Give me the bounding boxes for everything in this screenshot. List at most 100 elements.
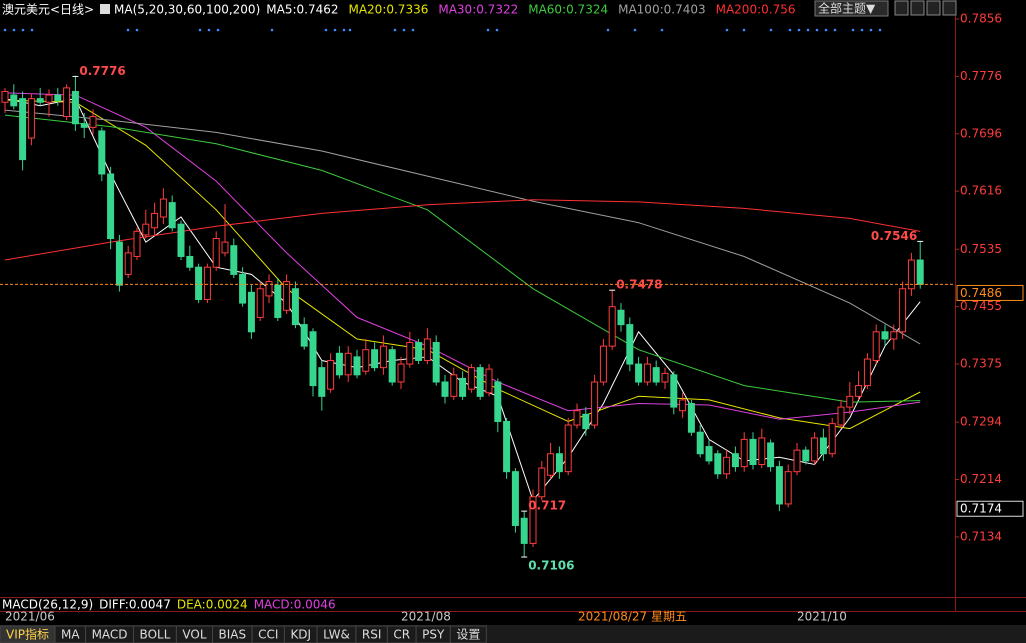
tab-label[interactable]: LW&	[323, 628, 350, 642]
event-dot	[851, 28, 855, 32]
tab-label[interactable]: CR	[393, 628, 410, 642]
candle-body	[36, 98, 44, 103]
event-dot	[198, 28, 202, 32]
candle-body	[265, 281, 273, 297]
candle-body	[415, 342, 423, 361]
event-dot	[402, 28, 406, 32]
tab-label[interactable]: PSY	[422, 628, 445, 642]
ma-line	[4, 114, 921, 403]
legend-item: MA20:0.7336	[348, 3, 428, 17]
tab-label[interactable]: BOLL	[140, 628, 171, 642]
candle-body	[555, 453, 563, 473]
candle-body	[467, 367, 475, 390]
candle-body	[626, 324, 634, 365]
candle-body	[19, 98, 27, 161]
candle-body	[811, 437, 819, 462]
candle-body	[582, 413, 590, 430]
y-tick-label: 0.7214	[960, 472, 1002, 486]
y-tick-label: 0.7455	[960, 299, 1002, 313]
icon-button[interactable]	[894, 0, 909, 16]
candle-body	[441, 381, 449, 397]
candle-body	[186, 255, 194, 268]
marker-price-box	[956, 500, 1024, 517]
candle-body	[731, 453, 739, 468]
candle-body	[511, 471, 519, 526]
candle-body	[767, 442, 775, 468]
event-dot	[30, 28, 34, 32]
candle-body	[784, 471, 792, 505]
candle-body	[819, 437, 827, 455]
candle-body	[705, 446, 713, 462]
event-dot	[824, 28, 828, 32]
candle-body	[714, 453, 722, 475]
candle-body	[379, 345, 387, 369]
candle-body	[749, 438, 757, 465]
tab-label[interactable]: VIP指标	[6, 627, 49, 642]
x-tick-label: 2021/08	[401, 610, 451, 624]
candle-body	[503, 420, 511, 473]
tab-label[interactable]: 设置	[456, 628, 480, 642]
last-price-label: 0.7486	[960, 286, 1002, 300]
x-tick-label: 2021/06	[5, 610, 55, 624]
tab-label[interactable]: VOL	[182, 628, 206, 642]
event-dot	[126, 28, 130, 32]
candle-body	[388, 349, 396, 383]
theme-button-box[interactable]	[814, 0, 889, 17]
candle-body	[652, 367, 660, 383]
last-price-box	[956, 284, 1024, 301]
tab-label[interactable]: RSI	[362, 628, 382, 642]
candle-body	[547, 453, 555, 476]
icon-button[interactable]	[926, 0, 941, 16]
event-dot	[270, 28, 274, 32]
event-dot	[342, 28, 346, 32]
tab-label[interactable]: MA	[61, 628, 80, 642]
y-tick-label: 0.7375	[960, 357, 1002, 371]
candle-body	[327, 359, 335, 390]
macd-header-item: MACD:0.0046	[254, 598, 336, 612]
icon-button[interactable]	[942, 0, 957, 16]
event-dot	[348, 28, 352, 32]
ma-params: MA(5,20,30,60,100,200)	[114, 3, 260, 17]
tab-label[interactable]: MACD	[92, 628, 128, 642]
candle-body	[10, 94, 18, 107]
tab[interactable]	[449, 625, 487, 643]
candle-body	[670, 374, 678, 408]
event-dot	[606, 28, 610, 32]
theme-button[interactable]: 全部主题▼	[818, 1, 876, 16]
candle-body	[221, 241, 229, 254]
candle-body	[643, 363, 651, 383]
tab-label[interactable]: BIAS	[219, 628, 247, 642]
candle-body	[151, 212, 159, 229]
candle-body	[696, 431, 704, 455]
extreme-label: 0.7478	[616, 278, 662, 292]
candle-body	[635, 363, 643, 383]
candle-body	[168, 202, 176, 229]
candle-body	[573, 410, 581, 426]
macd-header-item: MACD(26,12,9)	[2, 598, 93, 612]
candle-body	[27, 98, 35, 139]
candle-body	[212, 238, 220, 268]
symbol: 澳元美元<日线>	[2, 3, 94, 17]
macd-header-item: DIFF:0.0047	[99, 598, 171, 612]
candle-body	[63, 87, 71, 118]
candle-body	[98, 130, 106, 175]
legend-item: MA60:0.7324	[528, 3, 608, 17]
candle-body	[309, 331, 317, 387]
tab-label[interactable]: CCI	[258, 628, 278, 642]
icon-button[interactable]	[910, 0, 925, 16]
ma-line	[4, 199, 921, 261]
event-dot	[486, 28, 490, 32]
candle-body	[679, 399, 687, 412]
legend-item: MA200:0.756	[716, 3, 796, 17]
candle-body	[318, 367, 326, 397]
ma-icon	[100, 4, 110, 14]
candle-body	[723, 456, 731, 475]
event-dot	[878, 28, 882, 32]
y-tick-label: 0.7134	[960, 529, 1002, 543]
candle-body	[1, 90, 9, 103]
event-dot	[393, 28, 397, 32]
tab-label[interactable]: KDJ	[290, 628, 311, 642]
candle-body	[907, 259, 915, 290]
candle-body	[371, 349, 379, 369]
